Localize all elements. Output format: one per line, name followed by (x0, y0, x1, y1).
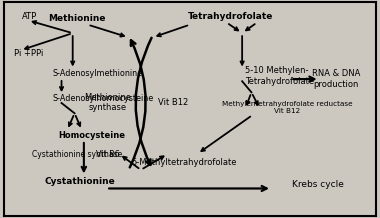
Text: Cystathionine synthase: Cystathionine synthase (32, 150, 122, 159)
Text: Methylentetrahydrofolate reductase
Vit B12: Methylentetrahydrofolate reductase Vit B… (222, 101, 352, 114)
Text: Methionine
synthase: Methionine synthase (85, 93, 131, 112)
Text: Tetrahydrofolate: Tetrahydrofolate (188, 12, 273, 20)
Text: Methionine: Methionine (48, 14, 105, 23)
Text: 5-Methyltetrahydrofolate: 5-Methyltetrahydrofolate (131, 158, 237, 167)
Text: 5-10 Methylen-
Tetrahydrofolate: 5-10 Methylen- Tetrahydrofolate (245, 66, 314, 86)
Text: S-Adenosylhomocysteine: S-Adenosylhomocysteine (52, 94, 154, 103)
Text: Krebs cycle: Krebs cycle (293, 180, 344, 189)
Text: Homocysteine: Homocysteine (58, 131, 125, 140)
Text: S-Adenosylmethionine: S-Adenosylmethionine (52, 69, 142, 78)
Text: ATP: ATP (22, 12, 37, 20)
Text: Vit B6: Vit B6 (96, 150, 120, 159)
Text: RNA & DNA
production: RNA & DNA production (312, 69, 361, 89)
Text: Pi +PPi: Pi +PPi (14, 49, 44, 58)
Text: Cystathionine: Cystathionine (45, 177, 116, 186)
Text: Vit B12: Vit B12 (158, 98, 188, 107)
